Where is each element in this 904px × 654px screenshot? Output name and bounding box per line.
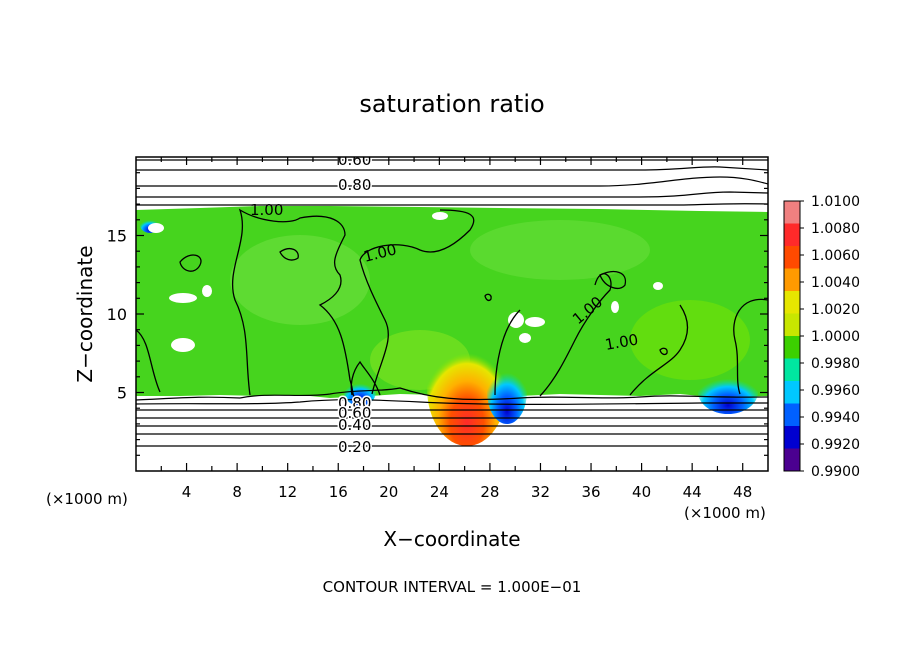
colorbar-tick-label: 0.9960 <box>811 383 860 399</box>
colorbar-swatch <box>784 381 800 404</box>
colorbar-tick-label: 1.0020 <box>811 302 860 318</box>
x-unit-left: (×1000 m) <box>46 490 128 508</box>
contour-label: 0.60 <box>338 151 371 169</box>
y-tick-label: 5 <box>117 384 127 403</box>
y-tick-label: 15 <box>107 227 127 246</box>
contour-label: 0.80 <box>338 394 371 412</box>
x-tick-label: 8 <box>232 483 242 501</box>
heatmap-field: 0.60 0.80 1.00 1.00 1.00 1.00 0.80 0.60 … <box>136 151 768 471</box>
colorbar-swatch <box>784 313 800 337</box>
colorbar: 1.0100 1.0080 1.0060 1.0040 1.0020 1.0000 0.99… <box>783 194 860 480</box>
chart-title: saturation ratio <box>359 90 544 118</box>
contour-interval-note: CONTOUR INTERVAL = 1.000E−01 <box>323 578 582 596</box>
light-green-patch <box>630 300 750 380</box>
unsaturated-hole <box>611 301 619 313</box>
y-axis-label: Z−coordinate <box>73 245 97 382</box>
x-tick-label: 40 <box>632 483 651 501</box>
x-axis-label: X−coordinate <box>383 527 520 551</box>
colorbar-swatch <box>784 268 800 292</box>
x-axis: 4 8 12 16 20 24 28 32 36 40 44 48 <box>160 157 752 501</box>
unsaturated-hole <box>508 312 524 328</box>
contour-label: 1.00 <box>250 201 283 219</box>
x-tick-label: 32 <box>531 483 550 501</box>
interior-contours <box>136 208 768 398</box>
colorbar-swatch <box>784 403 800 427</box>
colorbar-swatch <box>784 358 800 382</box>
colorbar-swatch <box>784 291 800 314</box>
colorbar-swatch <box>784 448 800 472</box>
contour-label: 0.80 <box>338 176 371 194</box>
colorbar-swatch <box>784 246 800 269</box>
colorbar-tick-label: 1.0080 <box>811 221 860 237</box>
subsaturation-spot <box>487 360 527 424</box>
unsaturated-hole <box>171 338 195 352</box>
unsaturated-hole <box>202 285 212 297</box>
light-green-patch <box>230 235 370 325</box>
lower-contours <box>136 387 768 447</box>
colorbar-tick-label: 0.9900 <box>811 464 860 480</box>
contour-label: 1.00 <box>604 330 640 354</box>
unsaturated-hole <box>432 212 448 220</box>
unsaturated-hole <box>519 333 531 343</box>
upper-contours <box>136 159 768 206</box>
subsaturation-spot <box>698 370 758 414</box>
colorbar-tick-label: 1.0040 <box>811 275 860 291</box>
colorbar-tick-label: 0.9980 <box>811 356 860 372</box>
colorbar-tick-label: 0.9940 <box>811 410 860 426</box>
unsaturated-hole <box>653 282 663 290</box>
x-tick-label: 12 <box>278 483 297 501</box>
unsaturated-hole <box>169 293 197 303</box>
y-tick-label: 10 <box>107 305 127 324</box>
unsaturated-hole <box>525 317 545 327</box>
colorbar-swatch <box>784 201 800 224</box>
x-tick-label: 28 <box>480 483 499 501</box>
unsaturated-hole <box>148 223 164 233</box>
colorbar-tick-label: 1.0000 <box>811 329 860 345</box>
contour-label: 0.60 <box>338 404 371 422</box>
colorbar-swatch <box>784 336 800 359</box>
x-tick-label: 4 <box>182 483 192 501</box>
contour-label: 0.40 <box>338 416 371 434</box>
y-axis: 5 10 15 <box>107 172 768 456</box>
x-unit-right: (×1000 m) <box>684 504 766 522</box>
contour-label: 0.20 <box>338 438 371 456</box>
colorbar-tick-label: 1.0100 <box>811 194 860 210</box>
colorbar-swatch <box>784 426 800 449</box>
x-tick-label: 44 <box>683 483 702 501</box>
supersaturation-spot <box>427 330 507 446</box>
x-tick-label: 16 <box>329 483 348 501</box>
x-tick-label: 20 <box>379 483 398 501</box>
colorbar-tick-label: 0.9920 <box>811 437 860 453</box>
x-tick-label: 48 <box>733 483 752 501</box>
x-tick-label: 36 <box>581 483 600 501</box>
x-tick-label: 24 <box>430 483 449 501</box>
colorbar-swatch <box>784 223 800 247</box>
light-green-patch <box>470 220 650 280</box>
colorbar-tick-label: 1.0060 <box>811 248 860 264</box>
